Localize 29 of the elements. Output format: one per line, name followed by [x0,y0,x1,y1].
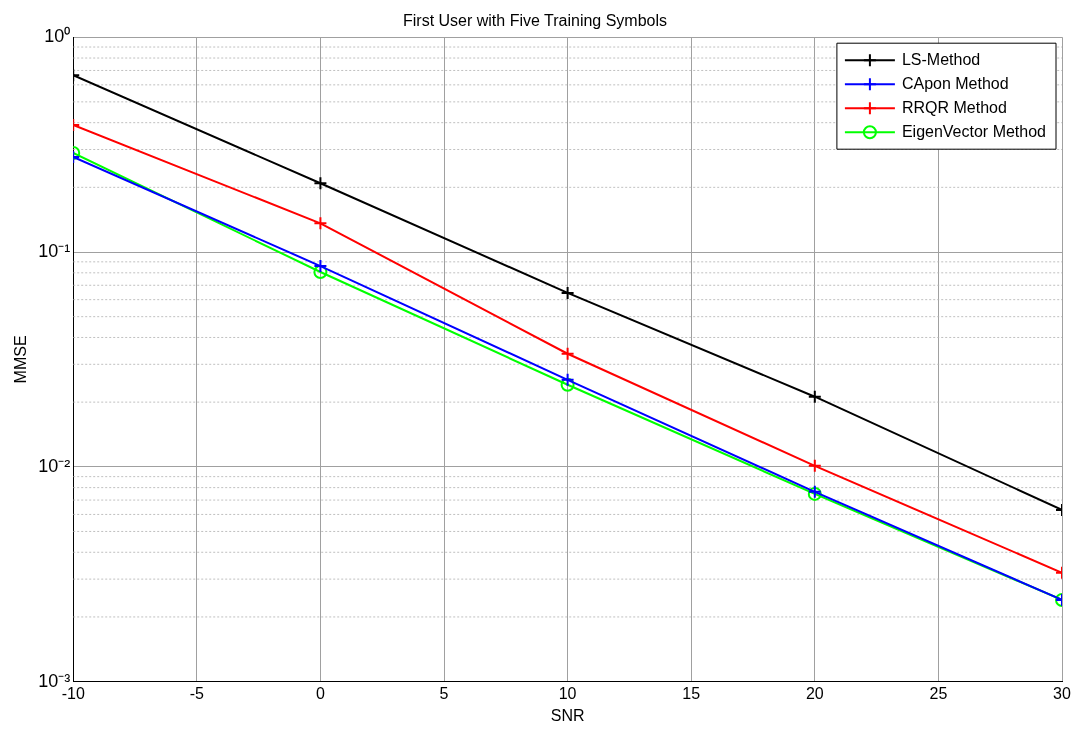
x-tick-label: 25 [929,684,948,702]
point [560,346,575,361]
point [560,377,575,392]
point [313,176,328,191]
chart-title: First User with Five Training Symbols [402,12,668,30]
point [313,259,328,274]
legend-label: RRQR Method [901,98,1007,116]
y-tick-label: 10⁻² [38,455,71,476]
x-tick-label: 10 [558,684,577,702]
legend-label: LS-Method [901,50,981,68]
x-tick-label: 5 [439,684,449,702]
x-axis-title: SNR [550,706,585,724]
x-tick-label: -10 [61,684,85,702]
y-axis-title: MMSE [12,335,30,384]
x-tick-label: 20 [805,684,824,702]
point [807,458,822,473]
x-tick-label: -5 [189,684,205,702]
x-tick-label: 15 [682,684,701,702]
y-tick-label: 10⁰ [44,26,71,47]
point [313,216,328,231]
x-tick-label: 30 [1053,684,1071,702]
y-tick-label: 10⁻¹ [38,240,71,261]
legend-label: CApon Method [901,74,1009,92]
legend-label: EigenVector Method [901,122,1046,140]
x-tick-label: 0 [315,684,325,702]
point [560,285,575,300]
point [560,372,575,387]
point [313,265,328,279]
point [807,389,822,404]
